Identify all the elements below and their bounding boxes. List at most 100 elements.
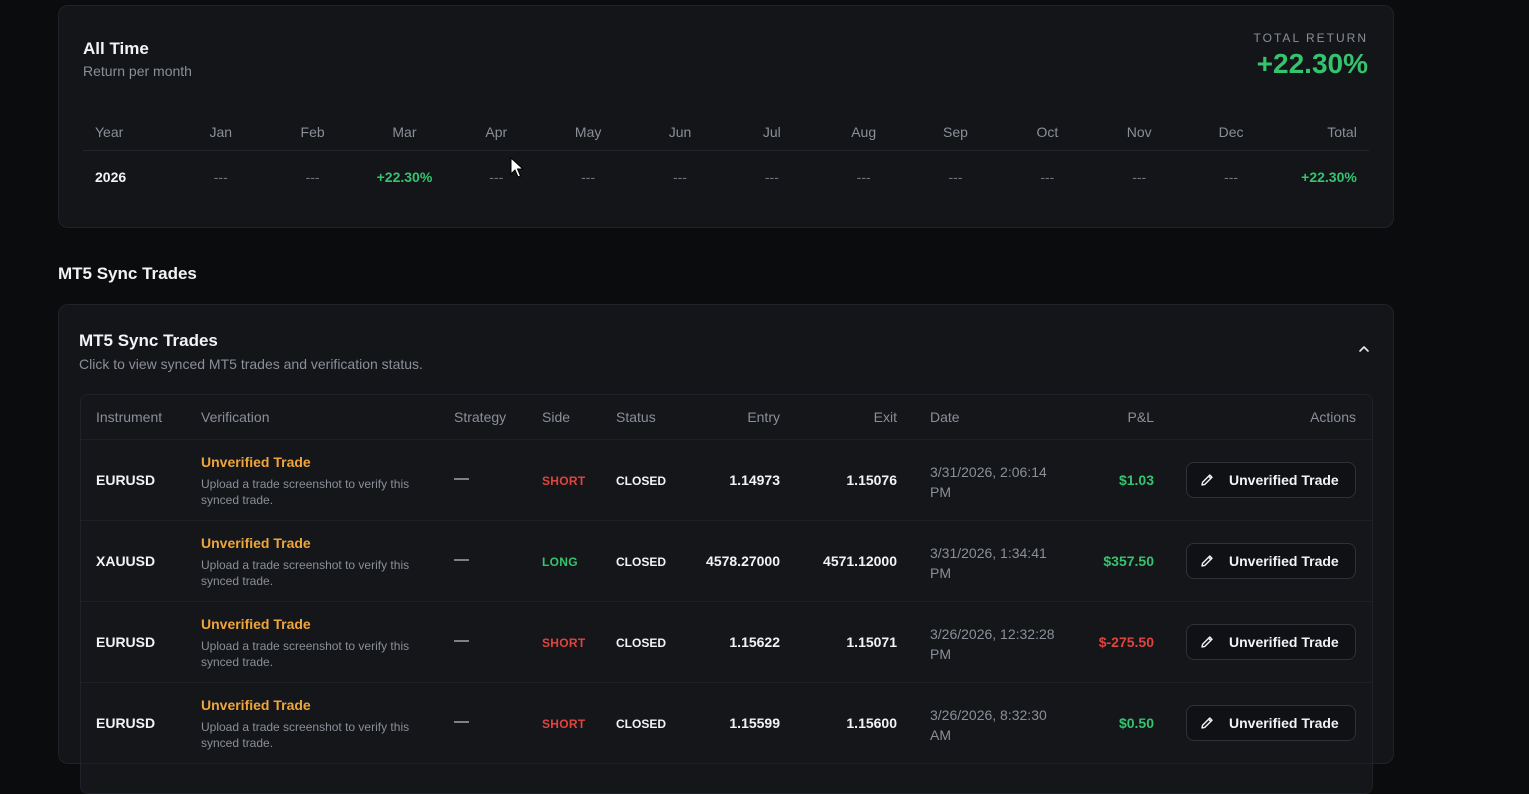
- header-total: Total: [1327, 124, 1357, 140]
- col-strategy: Strategy: [454, 409, 507, 425]
- strategy: —: [454, 551, 469, 568]
- monthly-returns-table: Year Jan Feb Mar Apr May Jun Jul Aug Sep…: [83, 114, 1369, 203]
- cell-dec: ---: [1224, 169, 1239, 185]
- trades-card-subtitle: Click to view synced MT5 trades and veri…: [79, 356, 423, 372]
- verification-title: Unverified Trade: [201, 535, 311, 551]
- header-sep: Sep: [943, 124, 968, 140]
- row-year: 2026: [95, 169, 127, 185]
- unverified-trade-button[interactable]: Unverified Trade: [1186, 462, 1356, 498]
- section-title: MT5 Sync Trades: [58, 264, 197, 283]
- col-pnl: P&L: [1127, 409, 1154, 425]
- side-badge: SHORT: [542, 636, 586, 650]
- col-verification: Verification: [201, 409, 270, 425]
- table-row: XAUUSD Unverified Trade Upload a trade s…: [81, 521, 1372, 602]
- entry-price: 1.14973: [729, 472, 780, 488]
- verification-title: Unverified Trade: [201, 616, 311, 632]
- pencil-icon: [1201, 636, 1213, 648]
- entry-price: 1.15622: [729, 634, 780, 650]
- monthly-returns-row: 2026 --- --- +22.30% --- --- --- --- ---…: [83, 151, 1369, 203]
- exit-price: 4571.12000: [823, 553, 897, 569]
- cell-jul: ---: [764, 169, 779, 185]
- total-return-value: +22.30%: [1256, 48, 1368, 79]
- status-badge: CLOSED: [616, 555, 667, 569]
- pencil-icon: [1201, 555, 1213, 567]
- instrument: XAUUSD: [96, 553, 156, 569]
- cell-oct: ---: [1040, 169, 1055, 185]
- side-badge: SHORT: [542, 474, 586, 488]
- side-badge: SHORT: [542, 717, 586, 731]
- header-jan: Jan: [209, 124, 233, 140]
- button-label: Unverified Trade: [1229, 472, 1339, 488]
- status-badge: CLOSED: [616, 474, 667, 488]
- col-side: Side: [542, 409, 571, 425]
- header-jun: Jun: [668, 124, 692, 140]
- pnl-value: $1.03: [1118, 472, 1154, 488]
- exit-price: 1.15076: [846, 472, 897, 488]
- button-label: Unverified Trade: [1229, 634, 1339, 650]
- header-year: Year: [95, 124, 124, 140]
- pencil-icon: [1201, 717, 1213, 729]
- mt5-trades-card[interactable]: MT5 Sync Trades Click to view synced MT5…: [58, 304, 1394, 794]
- all-time-subtitle: Return per month: [83, 63, 192, 79]
- table-row: EURUSD Unverified Trade Upload a trade s…: [81, 683, 1372, 764]
- entry-price: 1.15599: [729, 715, 780, 731]
- unverified-trade-button[interactable]: Unverified Trade: [1186, 705, 1356, 741]
- strategy: —: [454, 713, 469, 730]
- header-oct: Oct: [1036, 124, 1059, 140]
- header-aug: Aug: [851, 124, 877, 140]
- trades-table: Instrument Verification Strategy Side St…: [80, 394, 1373, 794]
- header-feb: Feb: [300, 124, 325, 140]
- cell-jan: ---: [213, 169, 228, 185]
- verification-title: Unverified Trade: [201, 697, 311, 713]
- header-mar: Mar: [392, 124, 417, 140]
- trade-date: 3/31/2026, 1:34:41 PM: [930, 545, 1047, 581]
- exit-price: 1.15071: [846, 634, 897, 650]
- table-row: EURUSD Unverified Trade Upload a trade s…: [81, 440, 1372, 521]
- button-label: Unverified Trade: [1229, 715, 1339, 731]
- verification-title: Unverified Trade: [201, 454, 311, 470]
- cell-nov: ---: [1132, 169, 1147, 185]
- cell-feb: ---: [305, 169, 320, 185]
- status-badge: CLOSED: [616, 717, 667, 731]
- trade-date: 3/26/2026, 12:32:28 PM: [930, 626, 1055, 662]
- col-instrument: Instrument: [96, 409, 163, 425]
- chevron-up-icon[interactable]: [1357, 342, 1371, 356]
- cell-aug: ---: [856, 169, 871, 185]
- col-actions: Actions: [1310, 409, 1356, 425]
- instrument: EURUSD: [96, 634, 156, 650]
- trades-table-header: Instrument Verification Strategy Side St…: [81, 395, 1372, 440]
- trade-date: 3/31/2026, 2:06:14 PM: [930, 464, 1047, 500]
- unverified-trade-button[interactable]: Unverified Trade: [1186, 624, 1356, 660]
- cell-sep: ---: [948, 169, 963, 185]
- cell-jun: ---: [672, 169, 687, 185]
- header-jul: Jul: [762, 124, 781, 140]
- header-may: May: [574, 124, 602, 140]
- verification-desc: Upload a trade screenshot to verify this…: [201, 639, 410, 669]
- instrument: EURUSD: [96, 715, 156, 731]
- pencil-icon: [1201, 474, 1213, 486]
- all-time-title: All Time: [83, 39, 149, 58]
- col-entry: Entry: [747, 409, 780, 425]
- status-badge: CLOSED: [616, 636, 667, 650]
- verification-desc: Upload a trade screenshot to verify this…: [201, 720, 410, 750]
- trade-date: 3/26/2026, 8:32:30 AM: [930, 707, 1047, 743]
- strategy: —: [454, 632, 469, 649]
- header-nov: Nov: [1126, 124, 1152, 140]
- col-date: Date: [930, 409, 960, 425]
- verification-desc: Upload a trade screenshot to verify this…: [201, 477, 410, 507]
- col-status: Status: [616, 409, 656, 425]
- unverified-trade-button[interactable]: Unverified Trade: [1186, 543, 1356, 579]
- exit-price: 1.15600: [846, 715, 897, 731]
- header-apr: Apr: [485, 124, 508, 140]
- pnl-value: $357.50: [1103, 553, 1154, 569]
- monthly-returns-header: Year Jan Feb Mar Apr May Jun Jul Aug Sep…: [83, 114, 1369, 151]
- button-label: Unverified Trade: [1229, 553, 1339, 569]
- all-time-card: All Time Return per month TOTAL RETURN +…: [58, 5, 1394, 228]
- header-dec: Dec: [1218, 124, 1244, 140]
- cell-may: ---: [581, 169, 596, 185]
- total-return-label: TOTAL RETURN: [1253, 31, 1368, 45]
- mouse-cursor-icon: [510, 157, 524, 178]
- strategy: —: [454, 470, 469, 487]
- cell-total: +22.30%: [1301, 169, 1357, 185]
- cell-mar: +22.30%: [376, 169, 433, 185]
